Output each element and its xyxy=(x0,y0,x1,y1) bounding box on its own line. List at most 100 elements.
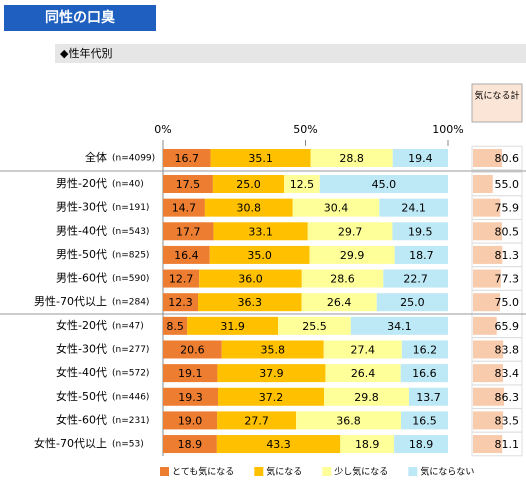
value-label: 37.9 xyxy=(259,367,284,380)
row-label: 男性-40代 xyxy=(56,223,107,237)
bar-segment xyxy=(392,222,448,241)
bar-segment xyxy=(301,293,377,312)
total-label: 81.1 xyxy=(495,438,520,451)
total-bar xyxy=(473,222,502,241)
bar-segment xyxy=(310,149,393,167)
row-label: 女性-60代 xyxy=(56,412,107,426)
value-label: 12.3 xyxy=(168,296,193,309)
bar-segment xyxy=(323,340,402,359)
bar-segment xyxy=(198,293,302,312)
value-label: 16.6 xyxy=(412,367,437,380)
value-label: 34.1 xyxy=(387,320,412,333)
sample-size: (n=277) xyxy=(112,345,149,355)
sample-size: (n=53) xyxy=(112,440,144,450)
total-bar xyxy=(473,411,504,430)
total-label: 77.3 xyxy=(495,273,520,286)
bar-segment xyxy=(400,364,448,383)
total-bar xyxy=(473,340,504,359)
value-label: 25.0 xyxy=(236,178,261,191)
value-label: 29.7 xyxy=(338,225,363,238)
value-label: 43.3 xyxy=(266,438,291,451)
value-label: 18.9 xyxy=(355,438,380,451)
value-label: 12.5 xyxy=(290,178,315,191)
subtitle: ◆性年代別 xyxy=(60,46,112,60)
bar-segment xyxy=(163,316,188,335)
total-bar xyxy=(473,293,500,312)
value-label: 16.7 xyxy=(175,152,200,165)
total-label: 75.9 xyxy=(495,202,520,215)
bar-segment xyxy=(340,435,395,454)
total-label: 86.3 xyxy=(495,391,520,404)
sample-size: (n=231) xyxy=(112,416,149,426)
value-label: 24.1 xyxy=(401,202,426,215)
legend-swatch xyxy=(160,467,169,476)
value-label: 45.0 xyxy=(372,178,397,191)
total-label: 80.6 xyxy=(495,152,520,165)
sample-size: (n=191) xyxy=(112,203,149,213)
chart-title: 同性の口臭 xyxy=(45,9,116,26)
bar-segment xyxy=(284,175,320,193)
row-label: 女性-70代以上 xyxy=(34,436,107,450)
legend-label: とても気になる xyxy=(172,466,234,478)
bar-segment xyxy=(292,198,380,217)
total-bar xyxy=(473,269,501,288)
total-bar xyxy=(473,387,505,406)
value-label: 30.8 xyxy=(237,202,262,215)
sample-size: (n=590) xyxy=(112,274,149,284)
value-label: 36.3 xyxy=(238,296,263,309)
value-label: 28.6 xyxy=(330,273,355,286)
value-label: 27.4 xyxy=(351,343,376,356)
total-bar xyxy=(473,364,504,383)
bar-segment xyxy=(163,245,210,264)
row-label: 女性-20代 xyxy=(56,318,107,332)
bar-segment xyxy=(163,340,222,359)
value-label: 8.5 xyxy=(166,320,184,333)
x-tick-label: 50% xyxy=(293,123,317,136)
bar-segment xyxy=(163,175,213,193)
value-label: 37.2 xyxy=(259,391,284,404)
sample-size: (n=47) xyxy=(112,321,144,331)
legend-label: 気にならない xyxy=(420,466,474,478)
bar-segment xyxy=(309,245,395,264)
sample-size: (n=40) xyxy=(112,180,144,190)
value-label: 19.4 xyxy=(408,152,433,165)
bar-segment xyxy=(325,364,401,383)
total-label: 83.4 xyxy=(495,367,520,380)
bar-segment xyxy=(163,387,219,406)
value-label: 27.7 xyxy=(244,414,269,427)
value-label: 35.8 xyxy=(260,343,285,356)
bar-segment xyxy=(324,387,409,406)
total-bar xyxy=(473,245,503,264)
row-label: 女性-50代 xyxy=(56,389,107,403)
value-label: 19.3 xyxy=(178,391,203,404)
value-label: 16.5 xyxy=(412,414,437,427)
bar-segment xyxy=(163,293,199,312)
total-label: 65.9 xyxy=(495,320,520,333)
value-label: 35.0 xyxy=(247,249,272,262)
bar-segment xyxy=(278,316,351,335)
x-tick-label: 100% xyxy=(432,123,463,136)
bar-segment xyxy=(400,411,448,430)
bar-segment xyxy=(187,316,279,335)
value-label: 36.0 xyxy=(238,273,263,286)
row-label: 男性-50代 xyxy=(56,247,107,261)
bar-segment xyxy=(319,175,448,193)
total-bar xyxy=(473,149,503,167)
bar-segment xyxy=(408,387,448,406)
row-label: 男性-70代以上 xyxy=(34,294,107,308)
value-label: 25.5 xyxy=(302,320,327,333)
value-label: 19.5 xyxy=(408,225,433,238)
value-label: 33.1 xyxy=(248,225,273,238)
bar-segment xyxy=(350,316,448,335)
value-label: 26.4 xyxy=(351,367,376,380)
value-label: 13.7 xyxy=(416,391,441,404)
value-label: 19.0 xyxy=(178,414,203,427)
value-label: 18.9 xyxy=(409,438,434,451)
bar-segment xyxy=(307,222,393,241)
bar-segment xyxy=(163,435,217,454)
sample-size: (n=572) xyxy=(112,369,149,379)
bar-segment xyxy=(301,269,384,288)
value-label: 19.1 xyxy=(178,367,203,380)
total-label: 83.5 xyxy=(495,414,520,427)
